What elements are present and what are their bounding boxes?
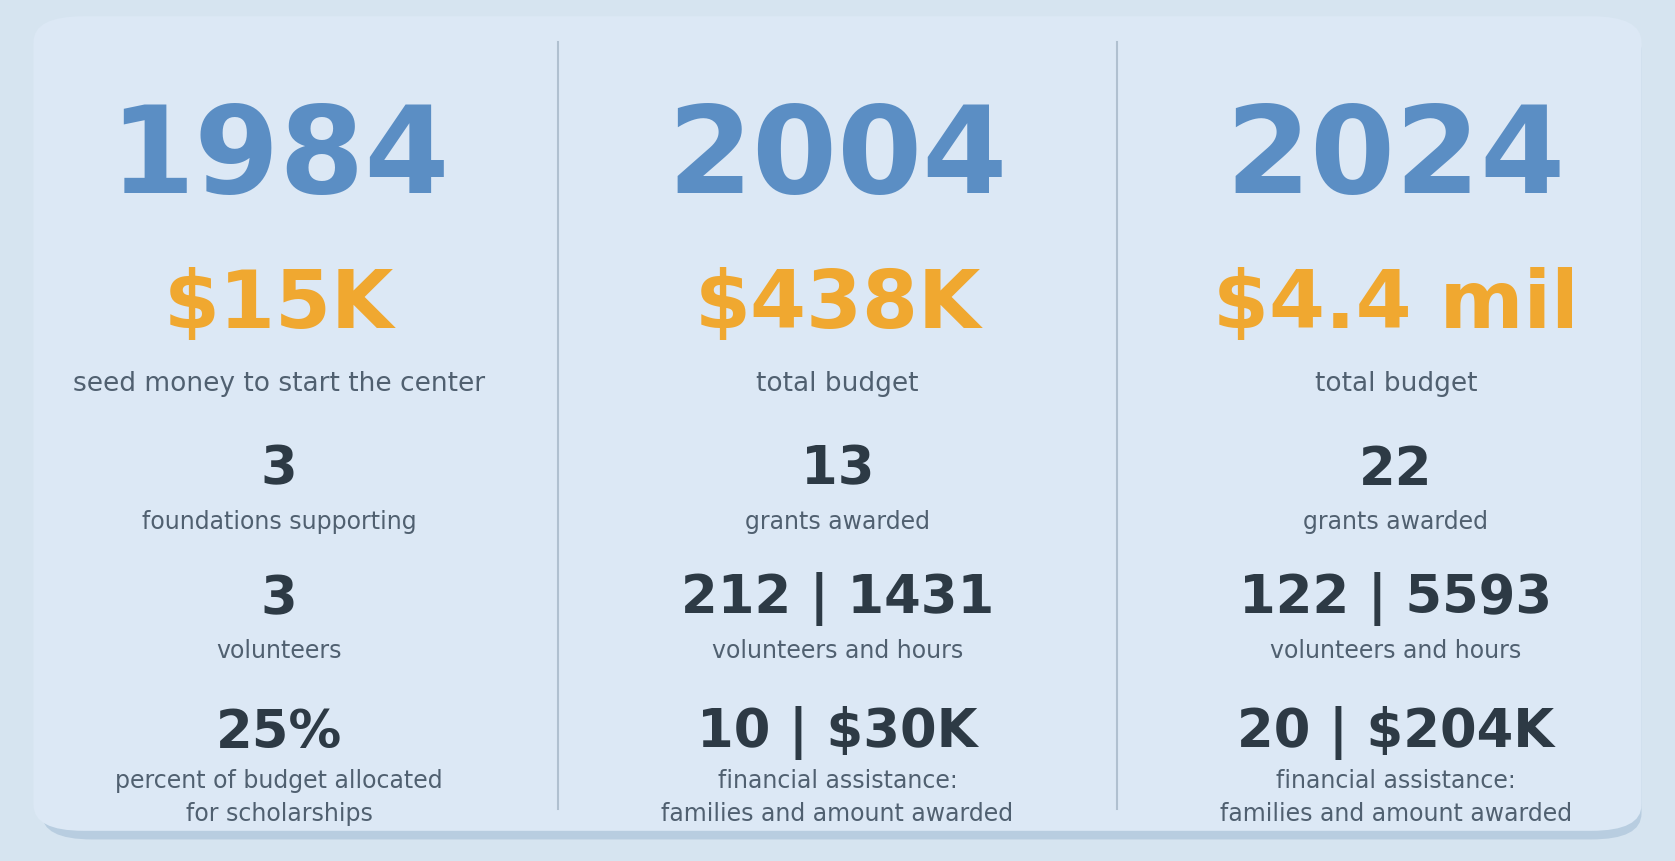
Text: financial assistance:
families and amount awarded: financial assistance: families and amoun… bbox=[662, 768, 1013, 825]
Text: volunteers and hours: volunteers and hours bbox=[1270, 638, 1521, 662]
Text: foundations supporting: foundations supporting bbox=[142, 509, 417, 533]
Text: 2004: 2004 bbox=[667, 101, 1008, 218]
Text: $15K: $15K bbox=[164, 267, 394, 344]
Text: 22: 22 bbox=[1358, 443, 1432, 495]
FancyBboxPatch shape bbox=[42, 26, 1642, 839]
Text: 212 | 1431: 212 | 1431 bbox=[680, 572, 995, 625]
Text: 2024: 2024 bbox=[1226, 101, 1566, 218]
Text: 122 | 5593: 122 | 5593 bbox=[1240, 572, 1553, 625]
Text: 3: 3 bbox=[261, 443, 298, 495]
Text: percent of budget allocated
for scholarships: percent of budget allocated for scholars… bbox=[116, 768, 442, 825]
Text: total budget: total budget bbox=[755, 370, 920, 396]
Text: volunteers: volunteers bbox=[216, 638, 342, 662]
Text: 13: 13 bbox=[801, 443, 874, 495]
Text: 25%: 25% bbox=[216, 706, 342, 758]
Text: 20 | $204K: 20 | $204K bbox=[1238, 705, 1554, 759]
Text: volunteers and hours: volunteers and hours bbox=[712, 638, 963, 662]
Text: total budget: total budget bbox=[1315, 370, 1477, 396]
Text: $438K: $438K bbox=[695, 267, 980, 344]
Text: 10 | $30K: 10 | $30K bbox=[697, 705, 978, 759]
Text: 1984: 1984 bbox=[109, 101, 449, 218]
Text: 3: 3 bbox=[261, 573, 298, 624]
Text: $4.4 mil: $4.4 mil bbox=[1213, 267, 1580, 344]
Text: grants awarded: grants awarded bbox=[1303, 509, 1489, 533]
Text: seed money to start the center: seed money to start the center bbox=[74, 370, 486, 396]
Text: financial assistance:
families and amount awarded: financial assistance: families and amoun… bbox=[1219, 768, 1571, 825]
FancyBboxPatch shape bbox=[34, 17, 1642, 831]
Text: grants awarded: grants awarded bbox=[745, 509, 930, 533]
